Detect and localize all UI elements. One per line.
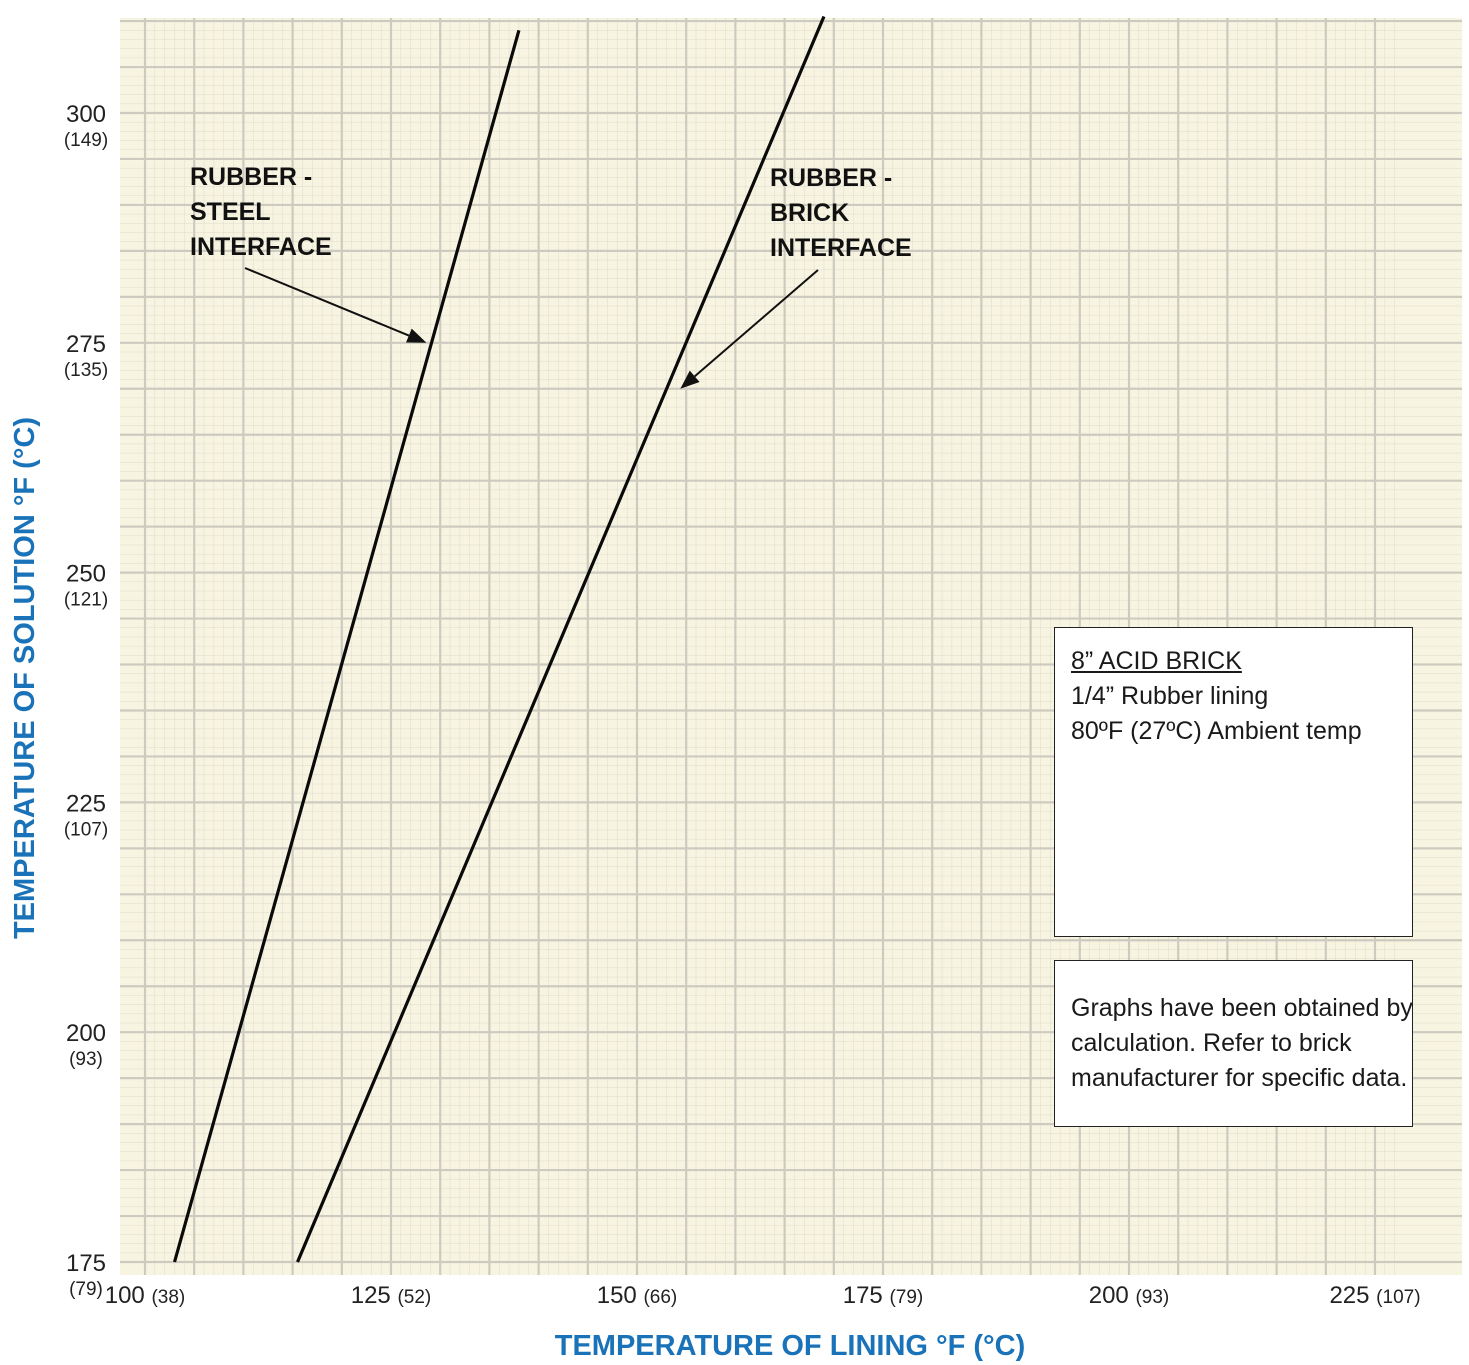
x-tick-main: 225	[1329, 1282, 1376, 1309]
annotation-arrow-1	[244, 267, 410, 337]
y-axis-title: TEMPERATURE OF SOLUTION °F (°C)	[9, 417, 41, 939]
x-tick-main: 125	[351, 1282, 398, 1309]
y-tick-sub: (121)	[64, 590, 108, 611]
annotation-label-2: BRICK	[770, 199, 849, 227]
x-tick-label: 200 (93)	[1089, 1282, 1170, 1309]
y-tick-sub: (93)	[69, 1049, 103, 1070]
y-tick-sub: (107)	[64, 819, 108, 840]
spec-line-2: 80ºF (27ºC) Ambient temp	[1071, 717, 1362, 745]
annotation-label-2: INTERFACE	[770, 234, 912, 262]
y-tick-main: 275	[66, 331, 106, 358]
x-tick-sub: (38)	[151, 1287, 185, 1308]
series-line-1	[172, 29, 521, 1263]
y-tick-main: 200	[66, 1020, 106, 1047]
x-tick-label: 175 (79)	[843, 1282, 924, 1309]
y-tick-main: 225	[66, 790, 106, 817]
y-tick-sub: (135)	[64, 360, 108, 381]
x-tick-main: 100	[105, 1282, 152, 1309]
series-lines	[172, 15, 826, 1263]
note-box: Graphs have been obtained by calculation…	[1054, 960, 1413, 1127]
y-tick-labels: 175(79) 200(93) 225(107) 250(121) 275(135) 30…	[64, 101, 108, 1300]
x-tick-main: 175	[843, 1282, 890, 1309]
annotation-label-1: INTERFACE	[190, 233, 332, 261]
x-tick-label: 125 (52)	[351, 1282, 432, 1309]
x-tick-main: 150	[597, 1282, 644, 1309]
x-tick-sub: (107)	[1376, 1287, 1420, 1308]
note-line-2: calculation. Refer to brick	[1071, 1029, 1352, 1057]
y-tick-sub: (149)	[64, 130, 108, 151]
note-line-3: manufacturer for specific data.	[1071, 1064, 1408, 1092]
x-axis-title: TEMPERATURE OF LINING °F (°C)	[555, 1330, 1026, 1362]
annotation-arrow-2	[694, 269, 819, 378]
y-tick-main: 175	[66, 1250, 106, 1277]
annotation-arrowhead-2	[680, 370, 700, 389]
annotations: RUBBER - STEEL INTERFACE RUBBER - BRICK INTER…	[190, 163, 912, 389]
spec-line-1: 1/4” Rubber lining	[1071, 682, 1269, 710]
x-tick-sub: (93)	[1135, 1287, 1169, 1308]
x-tick-sub: (66)	[643, 1287, 677, 1308]
spec-title: 8” ACID BRICK	[1071, 647, 1242, 675]
y-tick-main: 300	[66, 101, 106, 128]
x-tick-sub: (79)	[889, 1287, 923, 1308]
annotation-label-1: RUBBER -	[190, 163, 312, 191]
annotation-label-2: RUBBER -	[770, 164, 892, 192]
note-line-1: Graphs have been obtained by	[1071, 994, 1413, 1022]
y-tick-sub: (79)	[69, 1279, 103, 1300]
x-tick-label: 150 (66)	[597, 1282, 678, 1309]
spec-box: 8” ACID BRICK 1/4” Rubber lining 80ºF (2…	[1054, 627, 1413, 937]
series-line-2	[296, 15, 826, 1263]
x-tick-sub: (52)	[397, 1287, 431, 1308]
x-tick-label: 100 (38)	[105, 1282, 186, 1309]
y-tick-main: 250	[66, 561, 106, 588]
annotation-arrowhead-1	[405, 328, 427, 343]
x-tick-main: 200	[1089, 1282, 1136, 1309]
annotation-label-1: STEEL	[190, 198, 271, 226]
x-tick-label: 225 (107)	[1329, 1282, 1420, 1309]
x-tick-labels: 100 (38) 125 (52) 150 (66) 175 (79) 200 (93)…	[105, 1282, 1421, 1309]
